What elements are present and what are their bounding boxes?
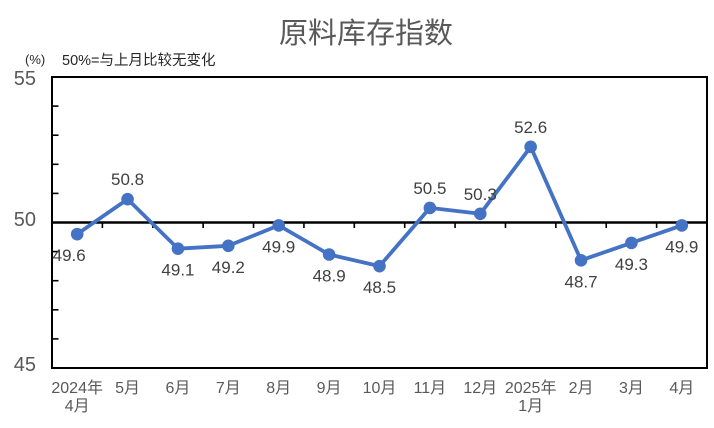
- x-axis-label: 11月: [414, 380, 447, 397]
- data-label: 48.5: [363, 278, 396, 297]
- data-point-marker: [524, 140, 537, 154]
- x-axis-label: 12月: [463, 380, 497, 397]
- y-tick-label-55: 55: [14, 68, 36, 90]
- chart-title: 原料库存指数: [279, 17, 453, 50]
- y-tick-label-50: 50: [14, 209, 36, 231]
- x-axis-label: 9月: [317, 380, 342, 397]
- data-label: 49.2: [212, 258, 245, 277]
- x-axis-label: 3月: [619, 380, 644, 397]
- data-point-marker: [373, 259, 386, 273]
- data-label: 49.9: [262, 237, 295, 256]
- data-point-marker: [121, 192, 134, 206]
- unit-label: (%): [25, 52, 45, 67]
- data-label: 48.9: [313, 267, 346, 286]
- data-label: 52.6: [514, 118, 547, 137]
- data-point-marker: [574, 254, 588, 267]
- data-label: 49.3: [615, 255, 648, 274]
- y-tick-label-45: 45: [14, 354, 36, 376]
- x-axis-label: 2025年 1月: [505, 379, 557, 415]
- x-axis-label: 6月: [166, 380, 191, 397]
- data-point-marker: [222, 239, 235, 253]
- axis-note: 50%=与上月比较无变化: [62, 51, 216, 69]
- x-axis-label: 7月: [216, 380, 241, 397]
- x-axis-label: 10月: [363, 380, 397, 397]
- data-point-marker: [171, 242, 185, 255]
- data-point-marker: [473, 207, 487, 221]
- data-label: 50.8: [111, 170, 144, 189]
- data-point-marker: [625, 236, 638, 250]
- series-line: [75, 144, 684, 269]
- data-label: 49.1: [161, 261, 194, 280]
- x-axis-label: 4月: [669, 380, 694, 397]
- data-point-marker: [272, 219, 286, 232]
- data-label: 48.7: [564, 272, 597, 291]
- data-label: 50.5: [413, 179, 446, 198]
- data-point-marker: [423, 201, 437, 215]
- data-point-marker: [70, 227, 84, 241]
- data-point-marker: [675, 219, 689, 232]
- x-axis-label: 2月: [569, 380, 594, 397]
- data-label: 49.6: [53, 246, 86, 265]
- x-axis-label: 2024年 4月: [51, 379, 103, 415]
- data-point-marker: [322, 248, 336, 261]
- data-label: 50.3: [464, 185, 497, 204]
- plot-content: 49.6 50.8 49.1 49.2 49.9 48.9 48.5 50.5 50.3 52.6…: [51, 105, 708, 415]
- x-axis-label: 5月: [115, 380, 140, 397]
- data-label: 49.9: [665, 237, 698, 256]
- x-axis-label: 8月: [266, 380, 291, 397]
